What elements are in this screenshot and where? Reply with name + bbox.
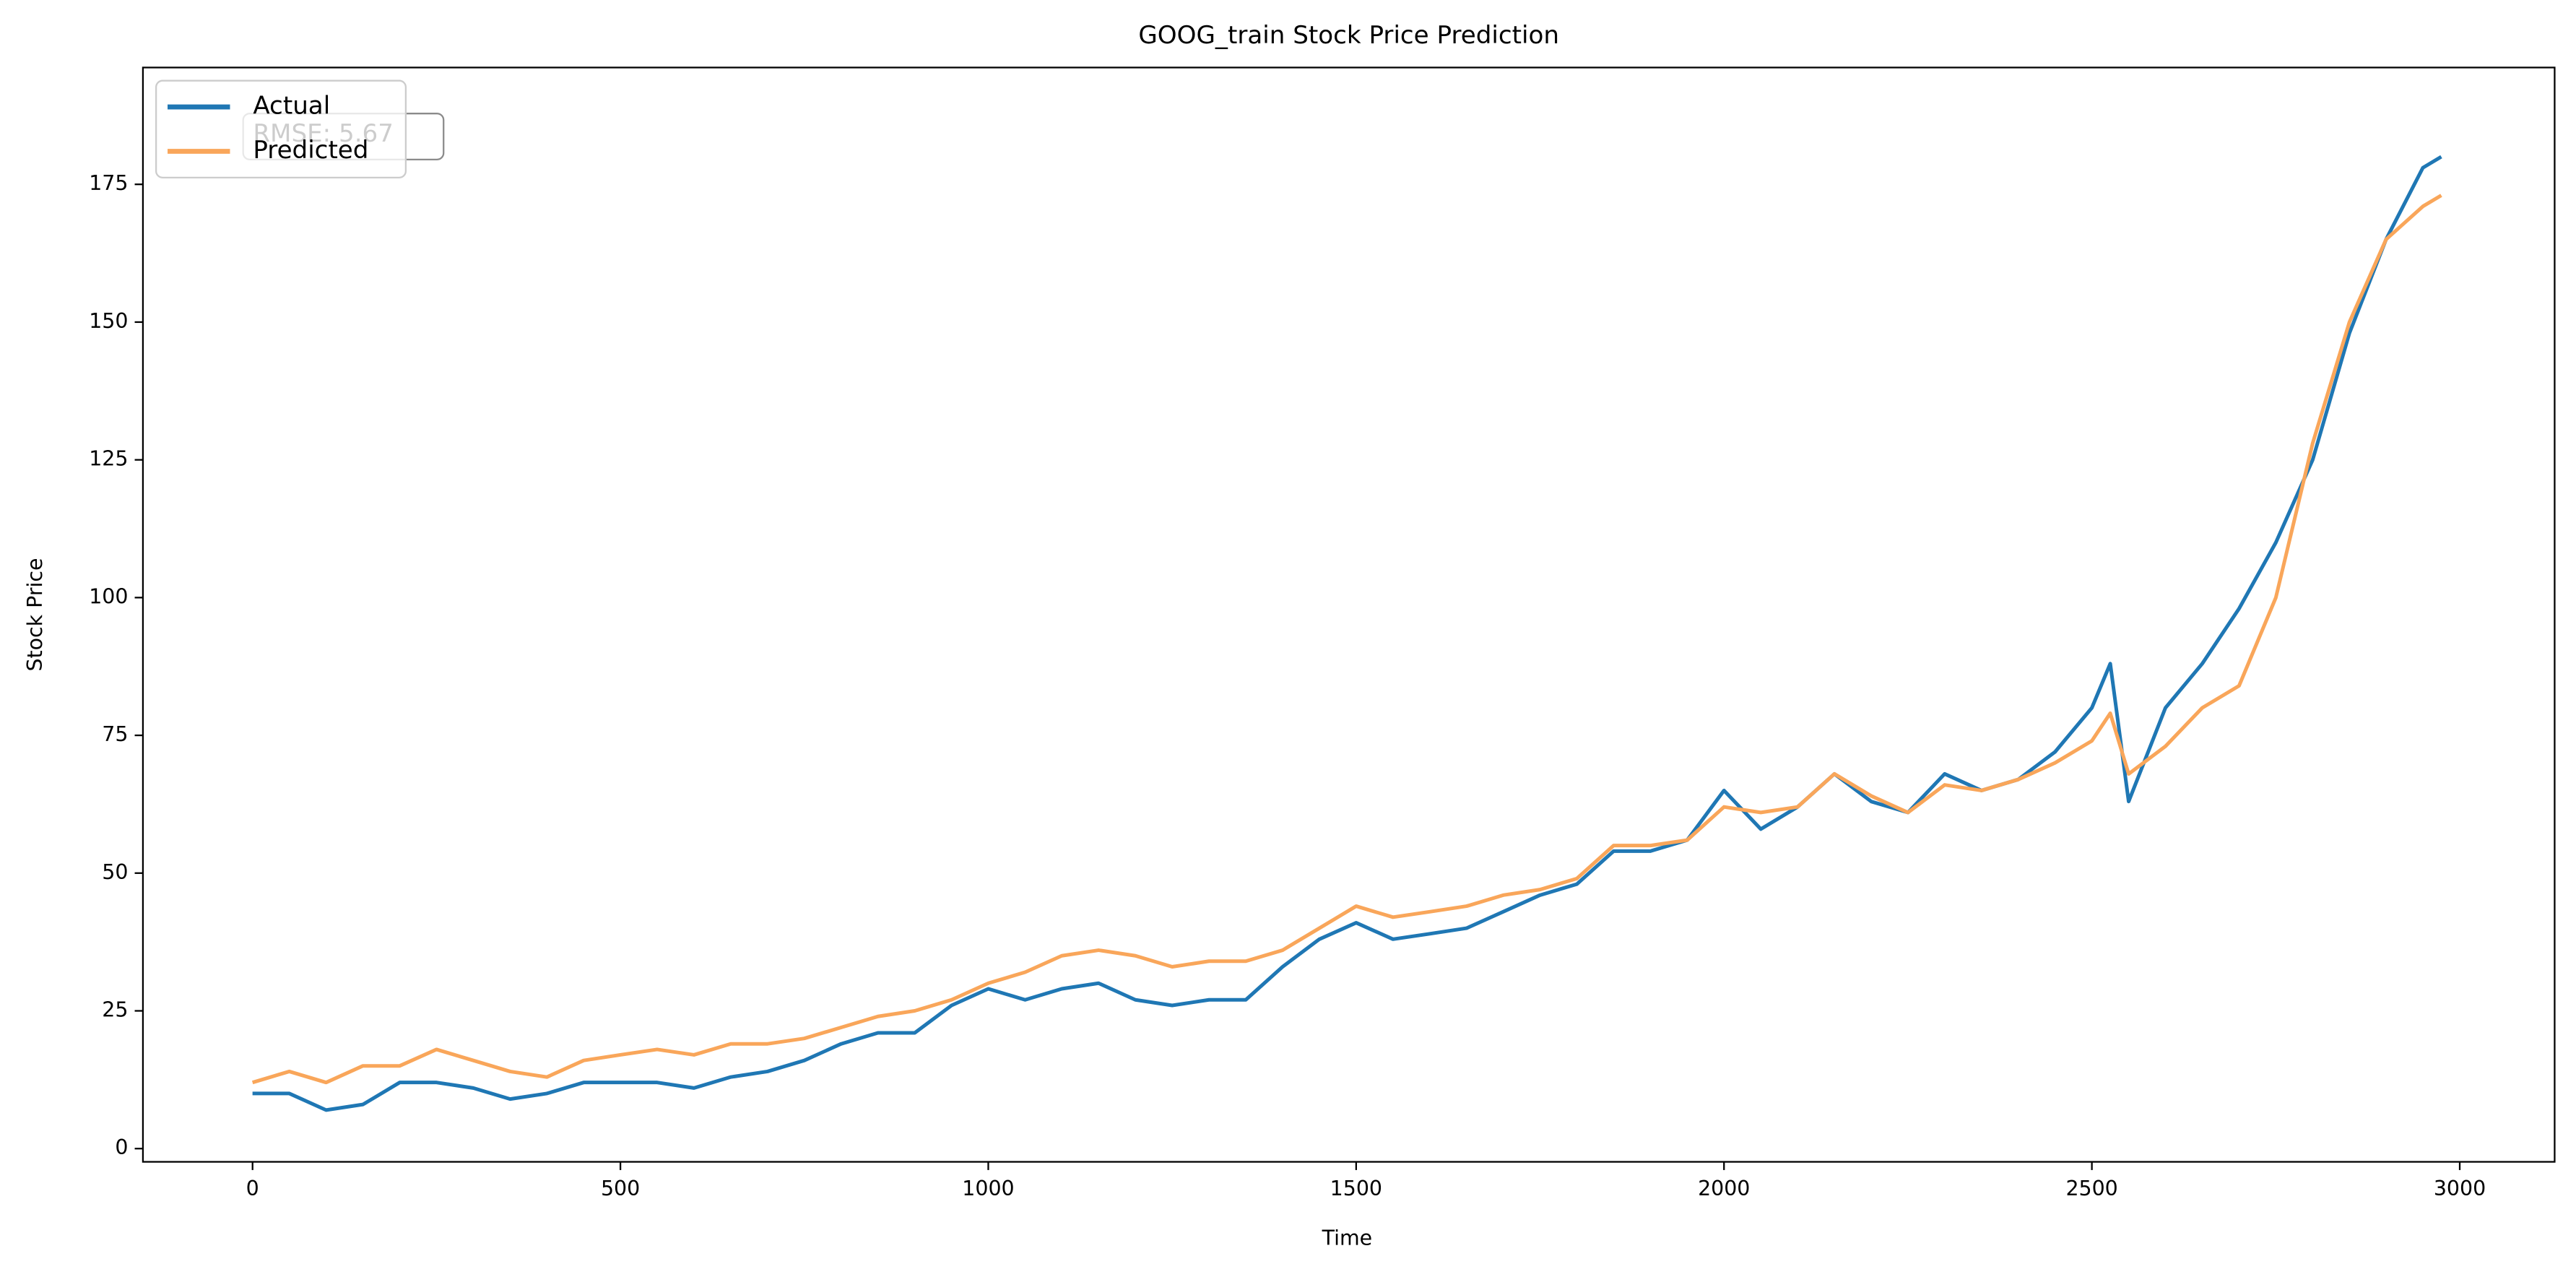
x-tick-label: 3000 <box>2434 1177 2486 1200</box>
y-tick-label: 125 <box>89 447 128 471</box>
series-line <box>252 155 2442 1112</box>
chart-title: GOOG_train Stock Price Prediction <box>1138 21 1559 50</box>
y-tick-label: 100 <box>89 584 128 608</box>
x-tick-label: 0 <box>246 1177 259 1200</box>
plot-frame <box>142 66 2556 1163</box>
y-tick-label: 75 <box>102 722 128 746</box>
y-tick-label: 50 <box>102 860 128 884</box>
x-tick-label: 1000 <box>962 1177 1014 1200</box>
series-line <box>251 194 2442 1085</box>
y-tick-label: 0 <box>115 1135 128 1159</box>
y-tick-label: 150 <box>89 309 128 333</box>
legend-label: Actual <box>253 92 330 121</box>
x-tick-label: 2000 <box>1698 1177 1750 1200</box>
y-axis-label: Stock Price <box>23 558 47 671</box>
y-tick-label: 25 <box>102 998 128 1022</box>
x-tick-label: 500 <box>601 1177 640 1200</box>
y-tick-label: 175 <box>89 171 128 195</box>
legend-label: Predicted <box>253 136 368 165</box>
x-axis-label: Time <box>1322 1226 1373 1250</box>
x-tick-label: 1500 <box>1330 1177 1382 1200</box>
x-tick-label: 2500 <box>2065 1177 2117 1200</box>
